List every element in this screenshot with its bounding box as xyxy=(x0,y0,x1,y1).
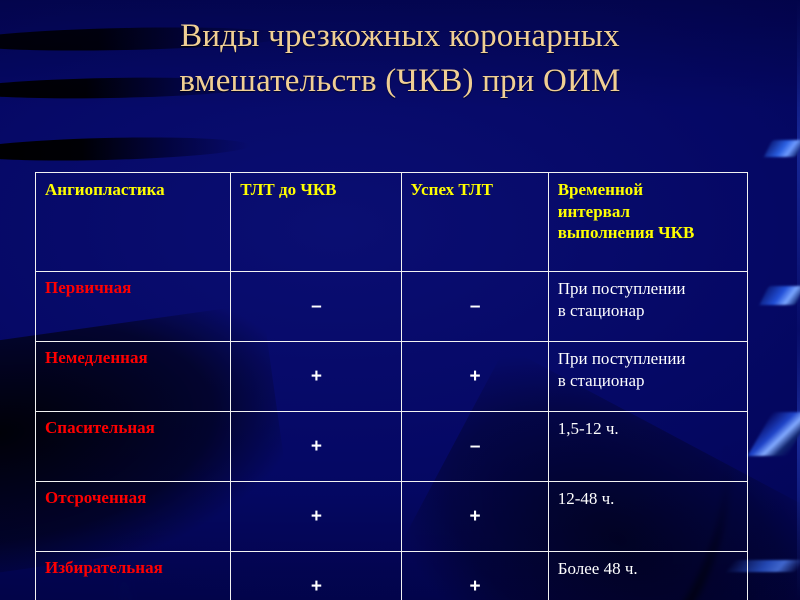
slide-title-line-2: вмешательств (ЧКВ) при ОИМ xyxy=(179,63,621,100)
background-right-edge-line xyxy=(797,0,800,600)
slide-title: Виды чрезкожных коронарных вмешательств … xyxy=(0,14,800,104)
cell-tlt-before-pci: + xyxy=(230,481,402,552)
cell-time-line-1: При поступлении xyxy=(557,349,686,368)
cell-time-line-1: При поступлении xyxy=(557,279,686,298)
row-label-primary: Первичная xyxy=(34,271,232,342)
column-header-tlt-success: Успех ТЛТ xyxy=(400,172,549,272)
table-row: Избирательная + + Более 48 ч. xyxy=(34,551,749,600)
cell-time-line-1: 1,5-12 ч. xyxy=(557,419,619,438)
column-header-time-interval-line-1: Временной xyxy=(557,180,644,199)
cell-time-line-2: в стационар xyxy=(557,371,645,391)
cell-tlt-before-pci: + xyxy=(230,551,402,600)
column-header-tlt-before-pci: ТЛТ до ЧКВ xyxy=(230,172,402,272)
row-label-elective: Избирательная xyxy=(34,551,232,600)
table-row: Спасительная + – 1,5-12 ч. xyxy=(34,411,749,482)
table-row: Первичная – – При поступлении в стациона… xyxy=(34,271,749,342)
column-header-time-interval-line-2: интервал xyxy=(557,201,631,221)
column-header-time-interval: Временной интервал выполнения ЧКВ xyxy=(547,172,749,272)
cell-tlt-success: – xyxy=(400,271,549,342)
cell-time-line-1: Более 48 ч. xyxy=(557,559,638,578)
cell-time-line-1: 12-48 ч. xyxy=(557,489,615,508)
table-row: Отсроченная + + 12-48 ч. xyxy=(34,481,749,552)
cell-time-line-2: в стационар xyxy=(557,301,645,321)
column-header-time-interval-line-3: выполнения ЧКВ xyxy=(557,223,695,243)
cell-tlt-before-pci: – xyxy=(230,271,402,342)
cell-time-interval: 12-48 ч. xyxy=(547,481,749,552)
cell-tlt-success: – xyxy=(400,411,549,482)
row-label-rescue: Спасительная xyxy=(34,411,232,482)
cell-time-interval: Более 48 ч. xyxy=(547,551,749,600)
cell-time-interval: При поступлении в стационар xyxy=(547,341,749,412)
row-label-delayed: Отсроченная xyxy=(34,481,232,552)
table-row: Немедленная + + При поступлении в стацио… xyxy=(34,341,749,412)
table-header-row: Ангиопластика ТЛТ до ЧКВ Успех ТЛТ Време… xyxy=(34,172,749,272)
row-label-immediate: Немедленная xyxy=(34,341,232,412)
cell-tlt-success: + xyxy=(400,551,549,600)
cell-tlt-before-pci: + xyxy=(230,411,402,482)
cell-tlt-success: + xyxy=(400,341,549,412)
pci-types-table: Ангиопластика ТЛТ до ЧКВ Успех ТЛТ Време… xyxy=(34,172,749,600)
cell-time-interval: 1,5-12 ч. xyxy=(547,411,749,482)
slide-title-line-1: Виды чрезкожных коронарных xyxy=(180,18,620,54)
cell-tlt-before-pci: + xyxy=(230,341,402,412)
cell-time-interval: При поступлении в стационар xyxy=(547,271,749,342)
cell-tlt-success: + xyxy=(400,481,549,552)
column-header-angioplasty: Ангиопластика xyxy=(34,172,232,272)
